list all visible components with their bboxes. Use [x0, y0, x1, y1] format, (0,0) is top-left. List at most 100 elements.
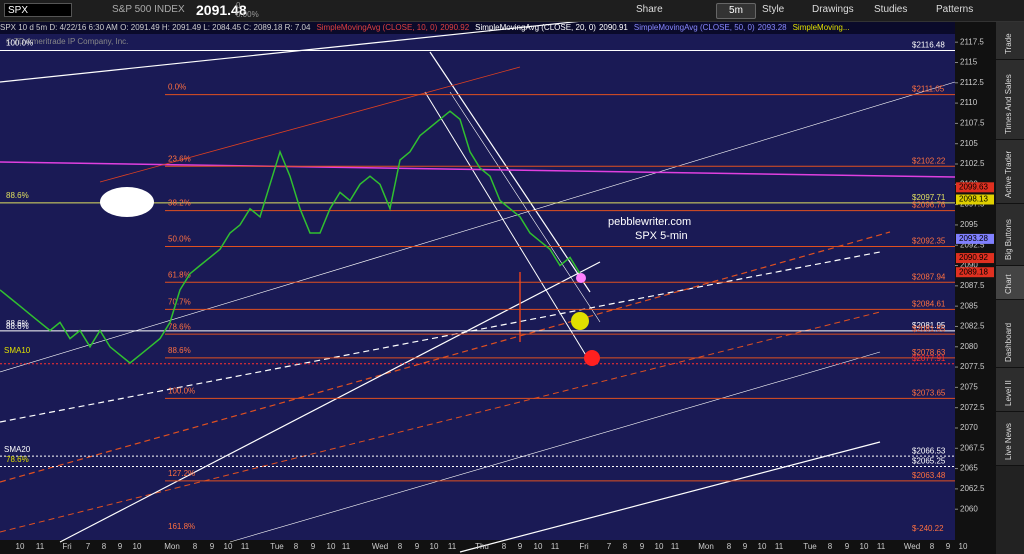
level-label: $2092.35 — [912, 237, 946, 246]
x-tick-label: 9 — [518, 542, 523, 551]
y-tick-label: 2085 — [960, 301, 978, 310]
x-tick-label: 9 — [210, 542, 215, 551]
y-tick-label: 2067.5 — [960, 443, 985, 452]
drawing-line — [59, 261, 601, 543]
drawing-line — [424, 91, 591, 363]
x-tick-label: Wed — [904, 542, 920, 551]
y-tick-label: 2060 — [960, 504, 978, 513]
x-tick-label: 8 — [727, 542, 732, 551]
side-tab[interactable]: Times And Sales — [996, 60, 1024, 140]
x-tick-label: 9 — [311, 542, 316, 551]
x-tick-label: 9 — [845, 542, 850, 551]
y-tick-label: 2075 — [960, 382, 978, 391]
drawing-line — [0, 231, 891, 483]
toolbar-button[interactable]: Patterns — [936, 4, 974, 15]
x-tick-label: Thu — [475, 542, 489, 551]
y-tick-label: 2110 — [960, 98, 978, 107]
side-tab-label: Big Buttons — [1004, 219, 1013, 260]
x-tick-label: 8 — [398, 542, 403, 551]
x-tick-label: Tue — [270, 542, 284, 551]
side-tab[interactable]: Dashboard — [996, 300, 1024, 368]
side-tab[interactable]: Level II — [996, 368, 1024, 412]
price-tag-label: 2093.28 — [959, 234, 988, 243]
side-tab[interactable]: Trade — [996, 22, 1024, 60]
side-tab[interactable]: Big Buttons — [996, 204, 1024, 266]
fib-label: 0.0% — [168, 83, 186, 92]
drawing-line — [229, 351, 881, 543]
copyright: © TD Ameritrade IP Company, Inc. — [6, 37, 128, 46]
x-tick-label: 7 — [607, 542, 612, 551]
fib-label: 50.0% — [168, 235, 191, 244]
x-tick-label: 11 — [775, 542, 784, 551]
study-name: SimpleMovingAvg (CLOSE, 10, 0) — [316, 23, 438, 32]
side-tabs: Trade Times And Sales Active Trader Big But… — [996, 22, 1024, 554]
x-tick-label: 9 — [118, 542, 123, 551]
change-abs: 0 — [236, 1, 241, 10]
y-tick-label: 2065 — [960, 464, 978, 473]
fib-label: 127.2% — [168, 469, 195, 478]
study-name: SimpleMovingAvg (CLOSE, 20, 0) — [475, 23, 596, 32]
y-tick-label: 2102.5 — [960, 159, 985, 168]
x-tick-label: 8 — [623, 542, 628, 551]
side-tab[interactable]: Chart — [996, 266, 1024, 300]
study-name: SimpleMoving... — [792, 23, 850, 32]
symbol-input[interactable]: SPX — [4, 3, 72, 17]
toolbar-button[interactable]: Studies — [874, 4, 908, 15]
level-label: $2102.22 — [912, 156, 946, 165]
marker — [100, 187, 154, 217]
drawing-line — [449, 91, 601, 323]
marker — [571, 312, 589, 330]
x-tick-label: 11 — [671, 542, 680, 551]
side-tab[interactable]: Active Trader — [996, 140, 1024, 204]
marker — [576, 273, 586, 283]
x-tick-label: 8 — [828, 542, 833, 551]
toolbar-button[interactable]: Share — [636, 4, 663, 15]
drawing-line — [0, 81, 956, 373]
x-tick-label: Fri — [579, 542, 589, 551]
change: 0 0.00% — [236, 1, 259, 19]
level-label: $2073.65 — [912, 388, 946, 397]
x-tick-label: Mon — [698, 542, 714, 551]
toolbar-button[interactable]: Style — [762, 4, 785, 15]
x-tick-label: Wed — [372, 542, 388, 551]
fib-label: 88.6% — [6, 191, 29, 200]
info-bar: SPX 10 d 5m D: 4/22/16 6:30 AM O: 2091.4… — [0, 22, 955, 34]
fib-label: 61.8% — [168, 270, 191, 279]
x-tick-label: 9 — [946, 542, 951, 551]
price-tag — [956, 182, 994, 193]
fib-label: 88.6% — [168, 346, 191, 355]
price-tag-label: 2090.92 — [959, 253, 988, 262]
x-tick-label: 10 — [133, 542, 142, 551]
fib-label: 100.0% — [6, 39, 33, 48]
x-tick-label: 11 — [342, 542, 351, 551]
toolbar-button[interactable]: Drawings — [812, 4, 854, 15]
x-tick-label: 10 — [758, 542, 767, 551]
x-tick-label: Fri — [62, 542, 72, 551]
fib-label: 161.8% — [168, 522, 195, 531]
price-tag — [956, 267, 994, 278]
y-tick-label: 2092.5 — [960, 240, 985, 249]
change-pct: 0.00% — [236, 10, 259, 19]
x-tick-label: 11 — [241, 542, 250, 551]
level-label: $2065.25 — [912, 457, 946, 466]
x-tick-label: 11 — [36, 542, 45, 551]
y-tick-label: 2107.5 — [960, 119, 985, 128]
x-tick-label: 10 — [16, 542, 25, 551]
x-tick-label: 8 — [502, 542, 507, 551]
level-label: $2077.91 — [912, 354, 946, 363]
y-tick-label: 2077.5 — [960, 362, 985, 371]
x-tick-label: 8 — [193, 542, 198, 551]
annotation: 78.6% — [6, 455, 29, 464]
level-label: $2096.76 — [912, 201, 946, 210]
side-tab[interactable]: Live News — [996, 412, 1024, 466]
y-tick-label: 2105 — [960, 139, 978, 148]
side-tab-label: Chart — [1004, 274, 1013, 294]
study-value: 2093.28 — [757, 23, 787, 32]
x-tick-label: 10 — [655, 542, 664, 551]
interval-button[interactable]: 5m — [716, 3, 756, 19]
y-tick-label: 2070 — [960, 423, 978, 432]
fib-label: 38.2% — [168, 199, 191, 208]
y-tick-label: 2072.5 — [960, 403, 985, 412]
x-tick-label: 8 — [930, 542, 935, 551]
